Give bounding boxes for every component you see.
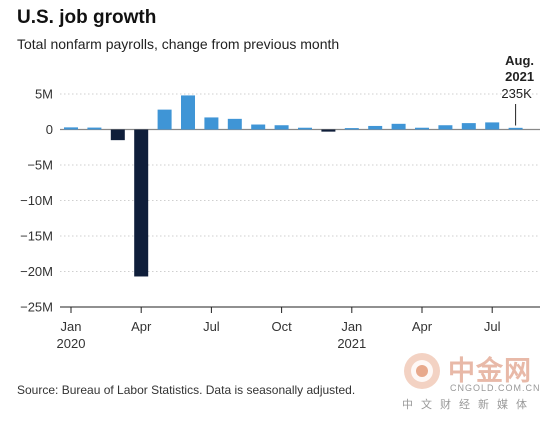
cngold-logo-icon (404, 353, 440, 389)
watermark-tagline: 中文财经新媒体 (402, 398, 535, 411)
bar-2021-01 (344, 128, 359, 130)
bar-2021-06 (461, 123, 476, 130)
bar-2020-02 (87, 127, 102, 130)
bar-2020-12 (321, 129, 336, 132)
bar-2020-11 (298, 127, 312, 130)
bar-2020-09 (251, 124, 266, 130)
bar-2020-04 (134, 129, 149, 277)
bar-2021-04 (415, 127, 429, 130)
annotation-month: Aug. (505, 53, 534, 68)
y-tick-label: −5M (27, 158, 53, 173)
y-tick-label: −10M (20, 193, 53, 208)
annotation: Aug.2021 235K (501, 53, 534, 126)
annotation-year: 2021 (505, 69, 534, 84)
bar-2021-07 (485, 122, 500, 130)
x-tick-year-label: 2021 (337, 336, 366, 351)
y-tick-label: −20M (20, 264, 53, 279)
bar-2020-05 (157, 109, 172, 130)
y-tick-label: 0 (46, 122, 53, 137)
bar-2021-02 (368, 125, 383, 130)
bar-2021-08 (508, 127, 523, 130)
y-tick-label: −25M (20, 300, 53, 315)
x-axis: Jan 2020 Apr Jul Oct Jan 2021 Apr Jul (57, 306, 540, 351)
bar-2020-06 (181, 95, 195, 130)
y-tick-label: 5M (35, 87, 53, 102)
bar-2021-05 (438, 125, 453, 130)
bar-2021-03 (391, 123, 406, 130)
watermark: 中金网 CNGOLD.COM.CN 中文财经新媒体 (398, 345, 548, 415)
annotation-value: 235K (501, 86, 532, 101)
bars (64, 95, 523, 277)
y-axis: 5M 0 −5M −10M −15M −20M −25M (20, 87, 53, 315)
x-tick-label: Jan (61, 319, 82, 334)
chart-subtitle: Total nonfarm payrolls, change from prev… (17, 36, 340, 52)
x-tick-label: Apr (131, 319, 152, 334)
x-tick-year-label: 2020 (57, 336, 86, 351)
y-tick-label: −15M (20, 229, 53, 244)
bar-2020-01 (64, 127, 78, 130)
watermark-domain: CNGOLD.COM.CN (450, 383, 541, 393)
watermark-name: 中金网 (448, 356, 532, 387)
bar-2020-07 (204, 117, 219, 130)
bar-2020-03 (110, 129, 125, 141)
x-tick-label: Jul (203, 319, 220, 334)
x-tick-label: Apr (412, 319, 433, 334)
x-tick-label: Jul (484, 319, 501, 334)
source-note: Source: Bureau of Labor Statistics. Data… (17, 383, 356, 397)
chart-title: U.S. job growth (17, 7, 157, 28)
bar-2020-08 (227, 118, 242, 130)
x-tick-label: Oct (271, 319, 292, 334)
x-tick-label: Jan (341, 319, 362, 334)
bar-2020-10 (274, 125, 289, 130)
